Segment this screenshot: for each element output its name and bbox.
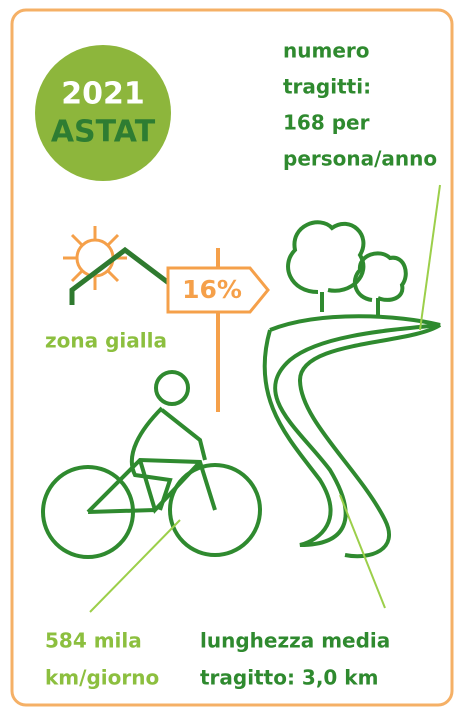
sign-label: 16% [182, 275, 242, 304]
road [265, 316, 440, 556]
distance-line: km/giorno [45, 666, 159, 690]
trips-text: numero tragitti: 168 per persona/anno [283, 39, 437, 171]
trees [288, 222, 406, 318]
trips-line: persona/anno [283, 147, 437, 171]
infographic: 2021 ASTAT numero tragitti: 168 per pers… [0, 0, 459, 713]
bicycle [43, 372, 260, 557]
length-line: tragitto: 3,0 km [200, 666, 378, 690]
trips-line: tragitti: [283, 75, 371, 99]
zone-label: zona gialla [45, 329, 167, 353]
distance-line: 584 mila [45, 629, 142, 653]
pointer-lines [90, 185, 440, 612]
length-line: lunghezza media [200, 629, 390, 653]
badge-source: ASTAT [51, 115, 156, 150]
badge-year: 2021 [61, 77, 145, 112]
trips-line: 168 per [283, 111, 370, 135]
badge-circle [35, 45, 171, 181]
trips-line: numero [283, 39, 369, 63]
